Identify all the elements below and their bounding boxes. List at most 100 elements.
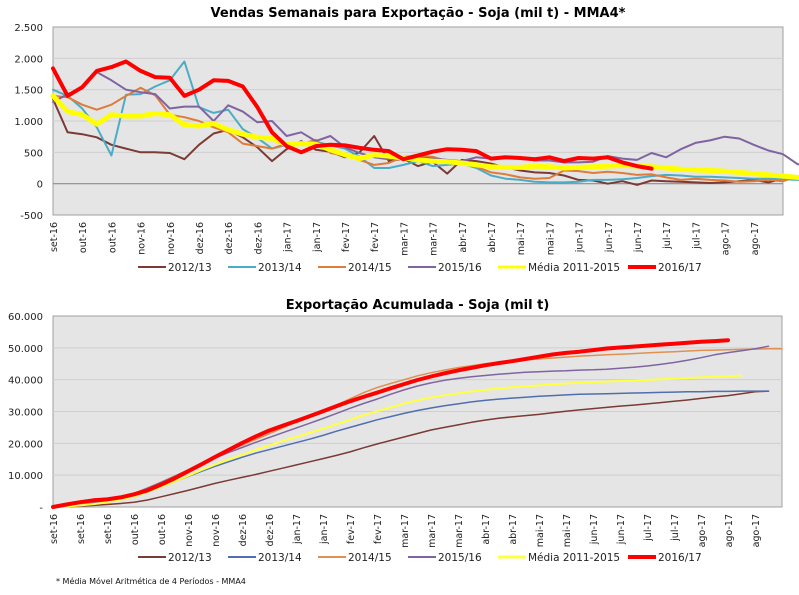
x-tick-label: mai-17 [545, 222, 556, 255]
x-tick-label: out-16 [157, 514, 168, 545]
x-tick-label: fev-17 [373, 514, 384, 544]
series-line-2016-17 [51, 338, 730, 509]
cumulative-export-chart: Exportação Acumulada - Soja (mil t) - 10.… [8, 298, 783, 564]
y-tick-label: 0 [37, 180, 43, 191]
y-tick-label: 20.000 [8, 439, 43, 450]
legend-item: 2014/15 [318, 262, 392, 274]
x-tick-label: jan-17 [312, 222, 323, 253]
x-tick-label: jun-17 [604, 222, 615, 253]
legend-label: 2015/16 [438, 552, 482, 564]
x-tick-label: out-16 [78, 222, 89, 253]
x-tick-label: nov-16 [211, 514, 222, 547]
x-tick-label: jun-17 [575, 222, 586, 253]
weekly-sales-chart: Vendas Semanais para Exportação - Soja (… [14, 6, 799, 274]
legend-label: 2012/13 [168, 262, 212, 274]
series-lines [51, 338, 783, 509]
x-tick-label: mar-17 [399, 222, 410, 256]
x-tick-label: jul-17 [691, 222, 702, 250]
legend-item: 2013/14 [228, 262, 302, 274]
chart-title: Exportação Acumulada - Soja (mil t) [286, 298, 550, 313]
legend-label: 2012/13 [168, 552, 212, 564]
y-tick-label: 500 [24, 148, 43, 159]
series-line-2012-13 [52, 390, 770, 508]
y-tick-label: 1.500 [14, 86, 43, 97]
x-tick-label: dez-16 [253, 222, 264, 254]
x-tick-label: set-16 [76, 514, 87, 544]
legend-label: 2014/15 [348, 262, 392, 274]
legend-label: 2013/14 [258, 552, 302, 564]
legend-label: 2016/17 [658, 552, 702, 564]
y-axis-ticks: - 10.000 20.000 30.000 40.000 50.000 60.000 [8, 312, 43, 514]
series-line-m-dia-2011-2015 [50, 93, 799, 181]
legend-label: Média 2011-2015 [528, 262, 620, 274]
x-tick-label: set-16 [103, 514, 114, 544]
legend-item: 2012/13 [138, 552, 212, 564]
x-tick-label: jun-17 [633, 222, 644, 253]
x-tick-label: ago-17 [751, 514, 762, 547]
x-tick-label: set-16 [49, 514, 60, 544]
x-tick-label: abr-17 [481, 514, 492, 545]
x-tick-label: mar-17 [427, 514, 438, 548]
x-tick-label: dez-16 [238, 514, 249, 546]
x-tick-label: out-16 [130, 514, 141, 545]
legend-item: Média 2011-2015 [498, 262, 620, 274]
x-tick-label: jul-17 [643, 514, 654, 542]
legend-label: 2016/17 [658, 262, 702, 274]
x-tick-label: mar-17 [454, 514, 465, 548]
x-tick-label: nov-16 [137, 222, 148, 255]
y-tick-label: -500 [20, 211, 43, 222]
x-tick-label: mai-17 [535, 514, 546, 547]
y-tick-label: 10.000 [8, 471, 43, 482]
x-tick-label: jul-17 [662, 222, 673, 250]
x-tick-label: fev-17 [346, 514, 357, 544]
x-tick-label: dez-16 [224, 222, 235, 254]
x-tick-label: mai-17 [562, 514, 573, 547]
y-axis-ticks: -500 0 500 1.000 1.500 2.000 2.500 [14, 23, 43, 222]
x-tick-label: jan-17 [283, 222, 294, 253]
series-lines [50, 59, 799, 186]
legend-item: 2016/17 [628, 552, 702, 564]
x-tick-label: abr-17 [458, 222, 469, 253]
legend-label: 2015/16 [438, 262, 482, 274]
x-tick-label: nov-16 [166, 222, 177, 255]
x-tick-label: nov-16 [184, 514, 195, 547]
x-tick-label: abr-17 [508, 514, 519, 545]
legend-item: 2012/13 [138, 262, 212, 274]
x-tick-label: fev-17 [341, 222, 352, 252]
x-tick-label: ago-17 [721, 222, 732, 255]
y-tick-label: 50.000 [8, 344, 43, 355]
legend: 2012/13 2013/14 2014/15 2015/16 Média 2011-2… [138, 552, 702, 564]
chart-title: Vendas Semanais para Exportação - Soja (… [211, 6, 626, 21]
legend-item: Média 2011-2015 [498, 552, 620, 564]
x-axis-ticks: set-16 out-16 out-16 nov-16 nov-16 dez-16 dez-… [49, 222, 761, 256]
legend: 2012/13 2013/14 2014/15 2015/16 Média 2011-2… [138, 262, 702, 274]
x-tick-label: dez-16 [265, 514, 276, 546]
x-tick-label: fev-17 [370, 222, 381, 252]
x-tick-label: out-16 [107, 222, 118, 253]
x-tick-label: jan-17 [292, 514, 303, 545]
legend-label: Média 2011-2015 [528, 552, 620, 564]
legend-item: 2015/16 [408, 262, 482, 274]
series-line-2016-17 [51, 59, 654, 171]
y-tick-label: 2.000 [14, 54, 43, 65]
x-tick-label: ago-17 [697, 514, 708, 547]
footnote: * Média Móvel Aritmética de 4 Períodos -… [56, 576, 246, 586]
x-tick-label: jan-17 [319, 514, 330, 545]
series-line-m-dia-2011-2015 [52, 374, 743, 508]
legend-item: 2015/16 [408, 552, 482, 564]
x-tick-label: set-16 [49, 222, 60, 252]
legend-item: 2014/15 [318, 552, 392, 564]
legend-label: 2014/15 [348, 552, 392, 564]
y-tick-label: 60.000 [8, 312, 43, 323]
x-tick-label: ago-17 [750, 222, 761, 255]
y-tick-label: 30.000 [8, 408, 43, 419]
x-tick-label: mai-17 [516, 222, 527, 255]
x-tick-label: jun-17 [589, 514, 600, 545]
legend-item: 2013/14 [228, 552, 302, 564]
x-tick-label: abr-17 [487, 222, 498, 253]
y-tick-label: 2.500 [14, 23, 43, 34]
y-tick-label: 1.000 [14, 117, 43, 128]
x-tick-label: jul-17 [670, 514, 681, 542]
